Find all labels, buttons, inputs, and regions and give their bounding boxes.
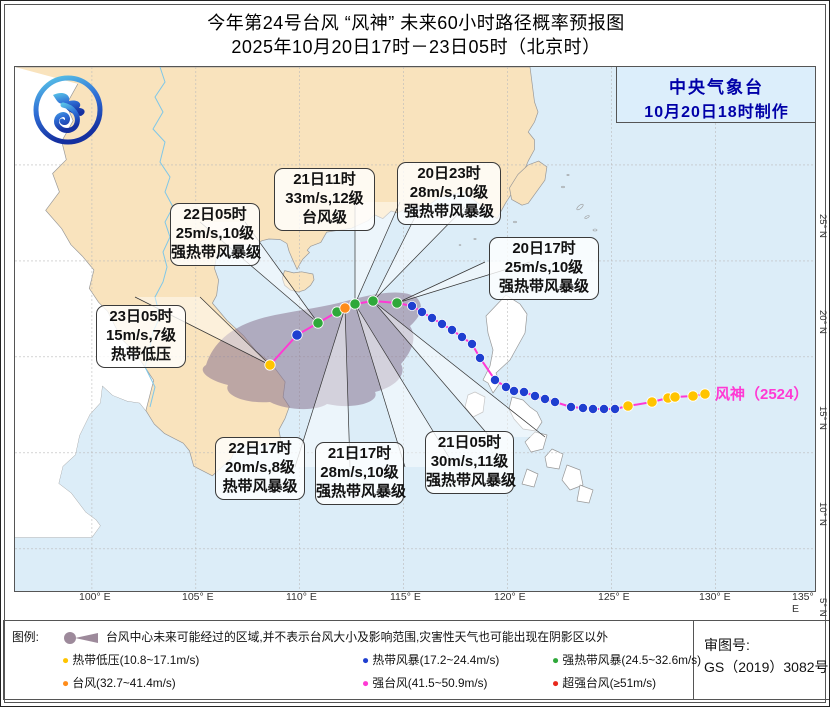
svg-text:风神（2524）: 风神（2524） (715, 385, 808, 403)
